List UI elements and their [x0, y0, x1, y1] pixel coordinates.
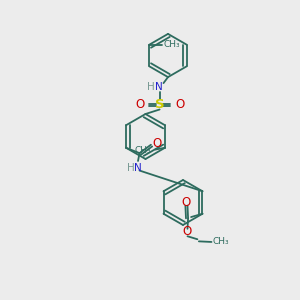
Text: H: H: [147, 82, 155, 92]
Text: CH₃: CH₃: [213, 238, 230, 247]
Text: H: H: [127, 163, 135, 173]
Text: CH₃: CH₃: [164, 40, 180, 49]
Text: O: O: [152, 137, 161, 150]
Text: O: O: [182, 196, 191, 209]
Text: O: O: [175, 98, 184, 111]
Text: N: N: [134, 163, 142, 173]
Text: S: S: [155, 98, 164, 111]
Text: N: N: [155, 82, 163, 92]
Text: CH₃: CH₃: [134, 146, 151, 155]
Text: O: O: [183, 225, 192, 238]
Text: O: O: [135, 98, 144, 111]
